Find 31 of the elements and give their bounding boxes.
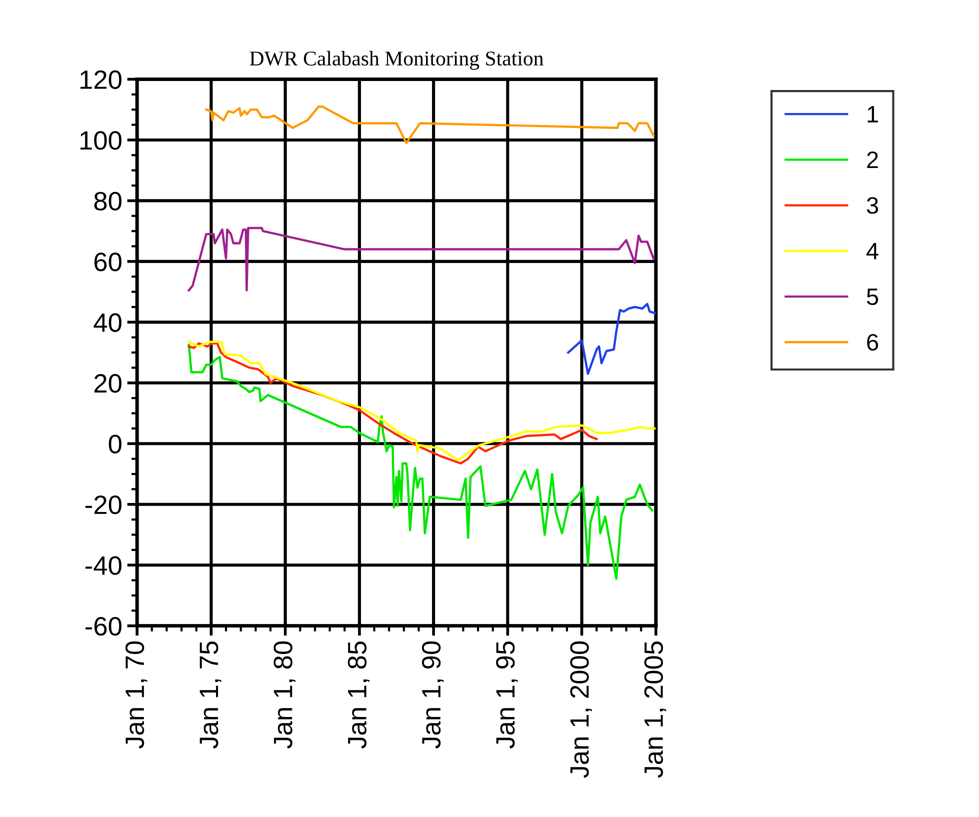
x-tick-label: Jan 1, 85 [348,642,370,749]
line-series [188,342,598,464]
y-tick-label: 60 [94,252,122,272]
x-tick-label: Jan 1, 2000 [570,641,592,778]
x-tick-label: Jan 1, 2005 [644,642,666,778]
legend-label: 1 [868,106,878,122]
y-tick-label: -20 [86,495,122,514]
legend-label: 5 [866,288,878,306]
y-tick-label: 20 [94,374,122,393]
y-tick-label: 80 [94,192,122,211]
legend-label: 4 [866,242,878,260]
y-tick-label: -60 [86,616,122,636]
line-series [188,340,656,462]
line-series [205,105,655,144]
y-tick-label: 120 [80,70,122,90]
x-tick-label: Jan 1, 70 [125,641,148,749]
y-tick-label: -40 [86,556,122,575]
y-tick-label: 100 [80,131,122,150]
line-series [188,344,654,580]
line-series [567,302,656,375]
legend-label: 3 [866,197,878,214]
y-tick-label: 0 [108,434,122,454]
x-tick-label: Jan 1, 75 [200,642,222,749]
legend-label: 2 [867,151,878,168]
chart-title: DWR Calabash Monitoring Station [250,50,544,70]
legend-label: 6 [867,334,878,351]
x-tick-label: Jan 1, 90 [422,641,444,749]
x-tick-label: Jan 1, 80 [274,641,296,749]
y-tick-label: 40 [94,313,122,332]
x-tick-label: Jan 1, 95 [496,642,518,749]
line-series [188,226,655,292]
